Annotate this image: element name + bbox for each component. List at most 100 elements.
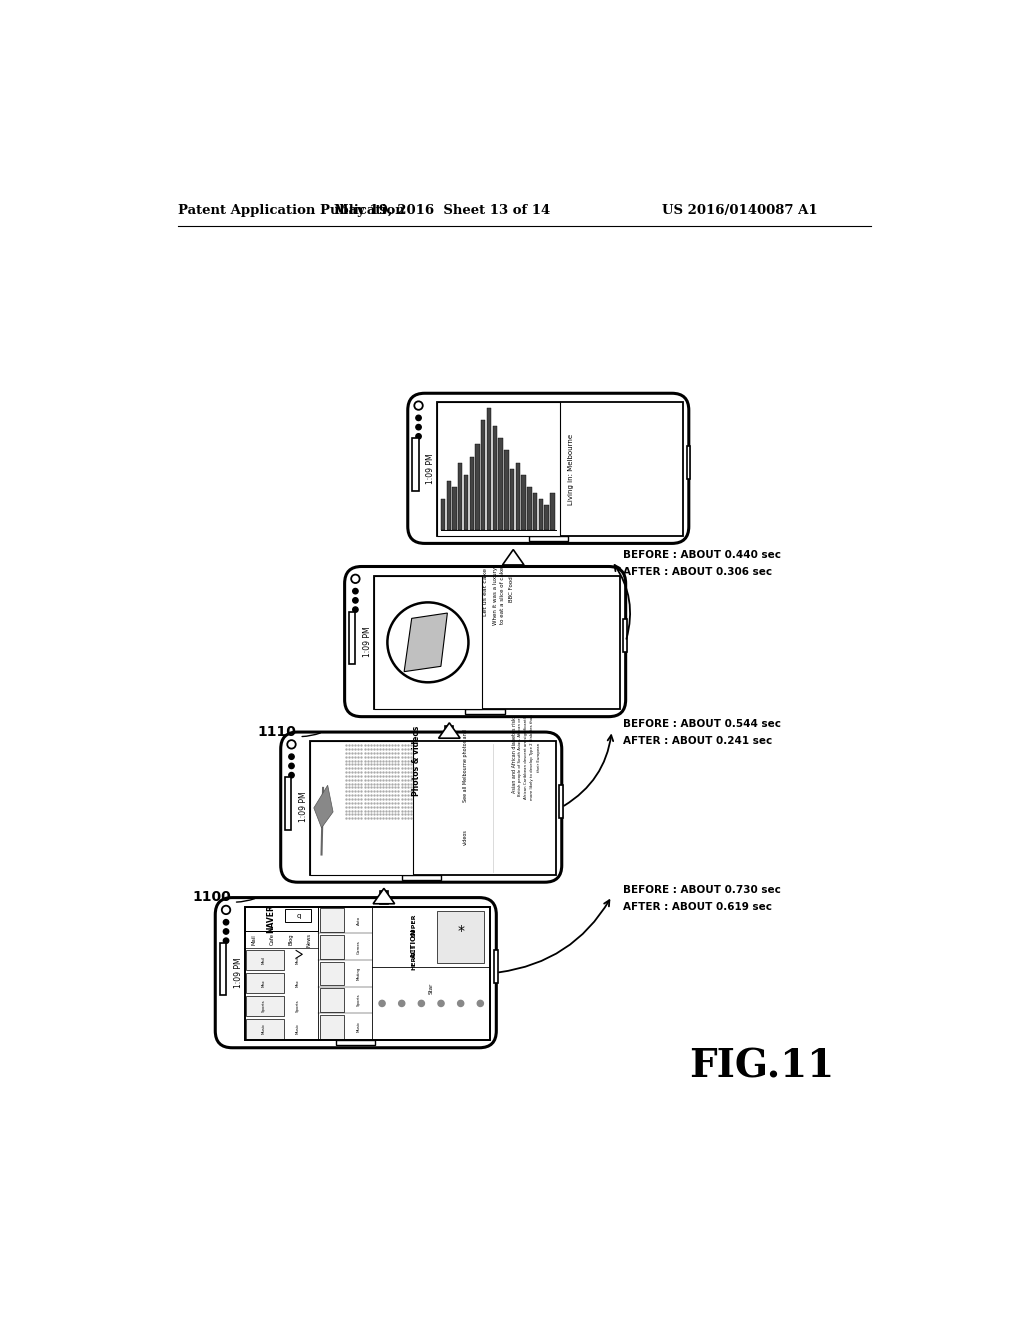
Bar [528, 536, 568, 541]
Text: 1:09 PM: 1:09 PM [299, 792, 308, 822]
Text: 1:09 PM: 1:09 PM [233, 957, 243, 987]
Circle shape [438, 1001, 444, 1006]
Bar [481, 420, 485, 529]
Text: News: News [306, 932, 311, 946]
Text: Music: Music [296, 1023, 300, 1034]
Bar [319, 935, 344, 958]
Bar [466, 709, 505, 714]
Text: Games: Games [356, 940, 360, 953]
Text: Asian and African diabetes risk: Asian and African diabetes risk [512, 717, 516, 792]
Bar [464, 475, 468, 529]
Bar [539, 499, 543, 529]
Bar [550, 494, 555, 529]
Bar [493, 426, 497, 529]
Bar [245, 907, 490, 1040]
Text: 1100: 1100 [193, 891, 255, 904]
Bar [401, 874, 441, 880]
Bar [509, 560, 517, 565]
Bar [310, 742, 413, 874]
Bar [475, 445, 479, 529]
Bar [245, 907, 490, 1040]
Circle shape [458, 1001, 464, 1006]
Circle shape [416, 425, 421, 430]
Bar [453, 487, 457, 529]
Text: ACTION: ACTION [411, 928, 417, 958]
Ellipse shape [387, 602, 468, 682]
Circle shape [223, 920, 228, 925]
Text: Sports: Sports [261, 999, 265, 1012]
Bar [319, 962, 344, 985]
Text: 1110: 1110 [258, 725, 321, 739]
Text: their European: their European [537, 743, 541, 772]
Circle shape [477, 1001, 483, 1006]
Bar [413, 438, 419, 491]
Bar [336, 1040, 376, 1045]
Text: Cafe: Cafe [269, 933, 274, 945]
Text: more likely to develop Type 2 diabetes than: more likely to develop Type 2 diabetes t… [530, 714, 535, 800]
Bar [220, 942, 226, 995]
Text: NAVER: NAVER [266, 904, 275, 933]
Bar [494, 950, 498, 983]
Circle shape [416, 416, 421, 421]
Bar [446, 480, 451, 529]
Text: Auto: Auto [356, 916, 360, 925]
Bar [246, 949, 284, 970]
Text: SUPER: SUPER [411, 913, 416, 937]
FancyBboxPatch shape [408, 393, 689, 544]
Bar [380, 891, 388, 904]
Bar [286, 777, 292, 830]
Bar [319, 1015, 344, 1039]
Text: AFTER : ABOUT 0.306 sec: AFTER : ABOUT 0.306 sec [624, 566, 772, 577]
Bar [310, 742, 556, 874]
Text: AFTER : ABOUT 0.241 sec: AFTER : ABOUT 0.241 sec [624, 737, 773, 746]
Bar [624, 619, 628, 652]
Text: Mail: Mail [261, 956, 265, 964]
Circle shape [223, 929, 228, 935]
Bar [437, 403, 560, 536]
Text: q: q [296, 913, 300, 919]
Bar [319, 989, 344, 1012]
Bar [445, 726, 454, 738]
Bar [545, 506, 549, 529]
FancyBboxPatch shape [215, 898, 497, 1048]
Text: HERO!!: HERO!! [411, 945, 416, 970]
Bar [521, 475, 525, 529]
Text: BEFORE : ABOUT 0.544 sec: BEFORE : ABOUT 0.544 sec [624, 719, 781, 730]
Circle shape [289, 754, 294, 759]
Text: Let us eat cake: Let us eat cake [483, 568, 488, 615]
Text: AFTER : ABOUT 0.619 sec: AFTER : ABOUT 0.619 sec [624, 902, 772, 912]
Bar [374, 576, 620, 709]
Bar [319, 908, 344, 932]
Text: When it was a luxury: When it was a luxury [493, 566, 498, 624]
Text: Sports: Sports [296, 999, 300, 1012]
Polygon shape [404, 612, 447, 672]
Bar [246, 973, 284, 993]
Text: to eat a slice of cake: to eat a slice of cake [501, 568, 505, 624]
Bar [441, 499, 445, 529]
Text: African Caribbean descent are significantly: African Caribbean descent are significan… [524, 715, 528, 800]
Text: Mac: Mac [261, 978, 265, 986]
Circle shape [379, 1001, 385, 1006]
Text: Mail: Mail [251, 935, 256, 945]
Polygon shape [313, 785, 333, 828]
Bar [559, 784, 563, 817]
Bar [246, 995, 284, 1015]
Bar [510, 469, 514, 529]
Text: May 19, 2016  Sheet 13 of 14: May 19, 2016 Sheet 13 of 14 [334, 205, 551, 218]
Circle shape [398, 1001, 404, 1006]
Bar [437, 403, 683, 536]
Text: 1:09 PM: 1:09 PM [426, 453, 435, 483]
Bar [516, 462, 520, 529]
Bar [487, 408, 492, 529]
Text: See all Melbourne photos and: See all Melbourne photos and [463, 729, 468, 801]
Text: BEFORE : ABOUT 0.440 sec: BEFORE : ABOUT 0.440 sec [624, 550, 781, 560]
Polygon shape [438, 723, 460, 738]
Text: Blog: Blog [288, 933, 293, 945]
Bar [245, 907, 318, 931]
FancyBboxPatch shape [281, 733, 562, 882]
Text: US 2016/0140087 A1: US 2016/0140087 A1 [662, 205, 817, 218]
Polygon shape [503, 549, 524, 565]
Text: Photos & videos: Photos & videos [413, 726, 422, 796]
Bar [504, 450, 509, 529]
Text: Music: Music [356, 1022, 360, 1032]
